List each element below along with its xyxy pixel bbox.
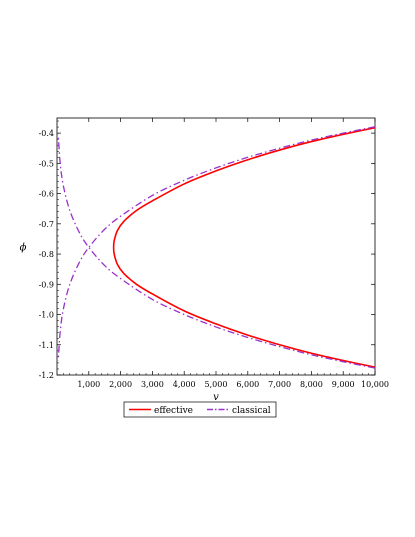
- legend-label-classical: classical: [232, 406, 271, 416]
- x-tick-label: 9,000: [332, 380, 355, 389]
- x-tick-label: 2,000: [109, 380, 132, 389]
- legend-label-effective: effective: [154, 406, 193, 416]
- y-tick-label: -0.7: [39, 220, 54, 229]
- legend-box: [123, 401, 277, 418]
- x-tick-label: 6,000: [236, 380, 259, 389]
- x-axis-title: v: [213, 392, 219, 403]
- y-tick-label: -0.8: [39, 250, 54, 259]
- x-tick-label: 8,000: [300, 380, 323, 389]
- y-tick-label: -0.6: [39, 190, 54, 199]
- x-tick-label: 3,000: [141, 380, 164, 389]
- x-tick-label: 10,000: [361, 380, 389, 389]
- y-tick-label: -0.5: [39, 159, 54, 168]
- x-tick-label: 1,000: [77, 380, 100, 389]
- series-line-effective-0: [112, 126, 376, 368]
- y-tick-label: -1.1: [39, 341, 54, 350]
- x-tick-label: 4,000: [173, 380, 196, 389]
- y-tick-label: -1.0: [39, 311, 54, 320]
- x-tick-label: 5,000: [205, 380, 228, 389]
- plot-area: 1,000 2,000 3,000 4,000 5,000 6,000 7,000 8,000…: [20, 117, 389, 418]
- x-tick-label: 7,000: [268, 380, 291, 389]
- y-axis-title: ϕ: [20, 243, 27, 254]
- y-tick-label: -1.2: [39, 371, 54, 380]
- y-tick-label: -0.4: [39, 129, 54, 138]
- y-tick-label: -0.9: [39, 280, 54, 289]
